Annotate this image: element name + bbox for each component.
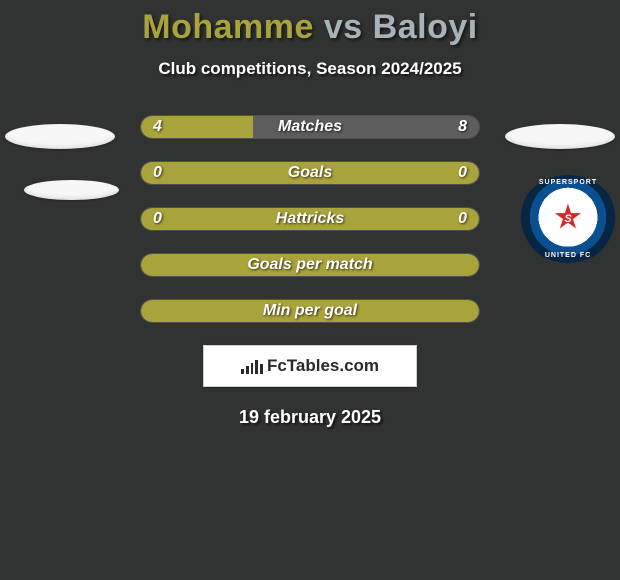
- stat-label: Matches: [278, 118, 342, 136]
- stat-bar: 0 0 Goals: [140, 161, 480, 185]
- stat-value-left: 0: [153, 210, 162, 228]
- footer-date: 19 february 2025: [0, 407, 620, 428]
- stat-row: 4 8 Matches: [0, 115, 620, 139]
- stat-value-right: 0: [458, 210, 467, 228]
- stat-row: Min per goal: [0, 299, 620, 323]
- player2-name: Baloyi: [373, 8, 478, 46]
- stat-value-left: 0: [153, 164, 162, 182]
- stat-label: Goals per match: [247, 256, 372, 274]
- stat-row: 0 0 Goals: [0, 161, 620, 185]
- stat-value-right: 0: [458, 164, 467, 182]
- attribution-text: FcTables.com: [267, 356, 379, 376]
- attribution-box[interactable]: FcTables.com: [203, 345, 417, 387]
- stat-bar: Goals per match: [140, 253, 480, 277]
- stat-row: 0 0 Hattricks: [0, 207, 620, 231]
- stat-row: Goals per match: [0, 253, 620, 277]
- stat-label: Goals: [288, 164, 332, 182]
- stat-value-right: 8: [458, 118, 467, 136]
- player1-name: Mohamme: [142, 8, 314, 46]
- bar-chart-icon: [241, 358, 263, 374]
- stat-label: Min per goal: [263, 302, 357, 320]
- stats-container: 4 8 Matches 0 0 Goals 0 0 Hattricks Goals per mat…: [0, 115, 620, 323]
- subtitle: Club competitions, Season 2024/2025: [0, 59, 620, 79]
- comparison-title: Mohamme vs Baloyi: [0, 0, 620, 47]
- stat-value-left: 4: [153, 118, 162, 136]
- vs-text: vs: [324, 8, 363, 46]
- stat-bar: 4 8 Matches: [140, 115, 480, 139]
- stat-bar: 0 0 Hattricks: [140, 207, 480, 231]
- stat-bar: Min per goal: [140, 299, 480, 323]
- stat-label: Hattricks: [276, 210, 344, 228]
